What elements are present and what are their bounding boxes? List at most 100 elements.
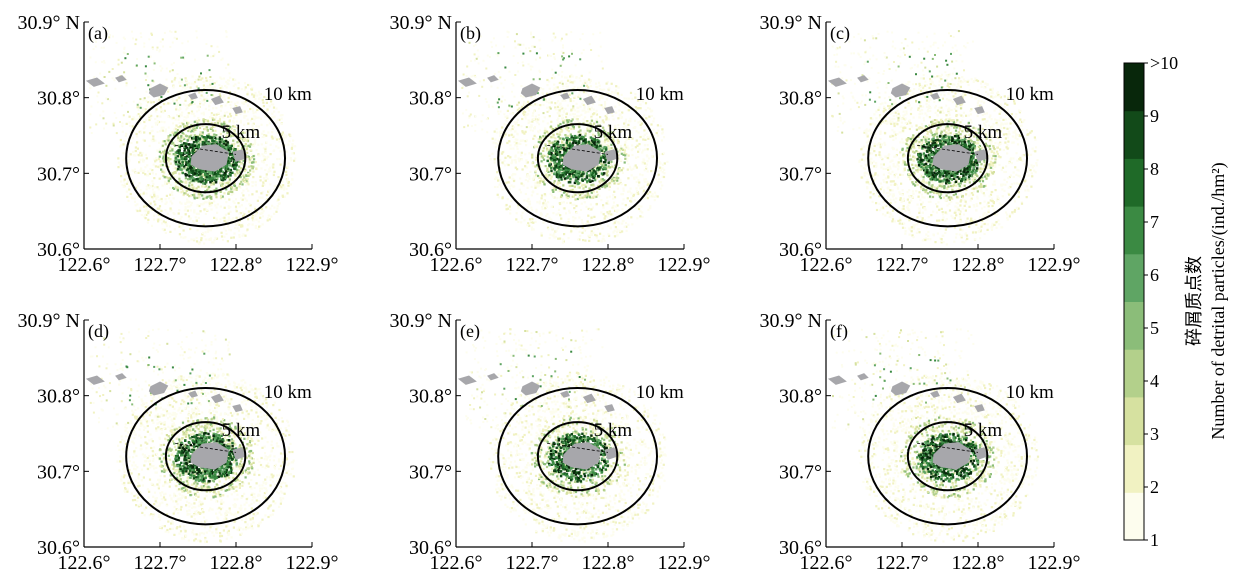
colorbar-tick-label-0: 1 — [1150, 530, 1159, 550]
x-tick-label-f-1: 122.7° — [876, 552, 929, 574]
island-c-5 — [930, 92, 940, 100]
colorbar-swatch-6 — [1124, 206, 1144, 255]
island-c-4 — [974, 106, 985, 115]
x-tick-label-a-2: 122.8° — [210, 254, 263, 276]
panel-label-c: (c) — [830, 23, 850, 44]
colorbar-subtitle: Number of detrital particles/(ind./hm²) — [1208, 162, 1229, 439]
x-tick-label-b-0: 122.6° — [430, 254, 483, 276]
island-b-6 — [562, 144, 601, 172]
boundary-line-a — [175, 144, 237, 155]
ring-10km-c — [867, 89, 1029, 228]
ring-10km-a — [125, 89, 287, 228]
island-d-4 — [232, 404, 243, 413]
island-d-6 — [190, 442, 229, 470]
ring-label-5km-a: 5 km — [222, 122, 261, 143]
y-tick-label-c-0: 30.6° — [779, 239, 822, 261]
detrital-particles-f — [831, 328, 1040, 543]
y-tick-label-e-3: 30.9° N — [390, 310, 452, 332]
y-tick-label-e-0: 30.6° — [409, 537, 452, 559]
y-tick-label-e-2: 30.8° — [409, 386, 452, 408]
panel-label-b: (b) — [460, 23, 481, 44]
island-f-2 — [857, 373, 869, 381]
colorbar-swatch-2 — [1124, 396, 1144, 446]
x-tick-label-a-1: 122.7° — [134, 254, 187, 276]
island-c-0 — [890, 83, 911, 98]
colorbar-title: 碎屑质点数 — [1184, 256, 1204, 346]
island-d-5 — [188, 390, 198, 398]
y-tick-label-d-3: 30.9° N — [18, 310, 80, 332]
colorbar-frame — [1123, 62, 1145, 541]
x-tick-label-d-2: 122.8° — [210, 552, 263, 574]
colorbar-swatch-3 — [1124, 349, 1144, 398]
island-b-5 — [560, 92, 570, 100]
island-b-3 — [582, 95, 596, 106]
island-d-0 — [148, 381, 169, 396]
detrital-particles-c — [831, 30, 1039, 246]
y-tick-label-b-0: 30.6° — [409, 239, 452, 261]
ring-5km-c — [906, 123, 989, 194]
island-a-2 — [115, 75, 127, 83]
ring-5km-e — [536, 421, 619, 492]
y-tick-label-c-1: 30.7° — [779, 163, 822, 185]
detrital-particles-e — [463, 328, 667, 543]
panel-label-f: (f) — [830, 321, 848, 342]
colorbar: 1 2 3 4 5 6 7 8 9 >10 碎屑质点数 Number of detrital part… — [1123, 53, 1229, 550]
ring-5km-f — [906, 421, 989, 492]
boundary-line-d — [175, 442, 237, 453]
island-c-6 — [932, 144, 971, 172]
y-tick-label-f-1: 30.7° — [779, 461, 822, 483]
island-c-1 — [827, 77, 847, 87]
colorbar-tick-label-8: 9 — [1150, 106, 1159, 126]
boundary-line-e — [547, 442, 609, 453]
ring-10km-e — [497, 387, 659, 526]
ring-5km-b — [536, 123, 619, 194]
detrital-particles-a — [89, 30, 297, 245]
colorbar-tick-label-2: 3 — [1150, 424, 1159, 444]
island-f-3 — [952, 393, 966, 404]
island-b-2 — [487, 75, 499, 83]
ring-label-5km-e: 5 km — [594, 420, 633, 441]
y-tick-label-f-2: 30.8° — [779, 386, 822, 408]
ring-10km-b — [497, 89, 659, 228]
island-e-5 — [560, 390, 570, 398]
colorbar-tick-label-3: 4 — [1150, 371, 1159, 391]
boundary-line-f — [917, 442, 979, 453]
land-f — [827, 373, 988, 470]
island-e-0 — [520, 381, 541, 396]
x-tick-label-d-3: 122.9° — [286, 552, 339, 574]
y-tick-label-d-0: 30.6° — [37, 537, 80, 559]
x-tick-label-a-3: 122.9° — [286, 254, 339, 276]
ring-5km-d — [164, 421, 247, 492]
x-tick-label-e-3: 122.9° — [658, 552, 711, 574]
ring-label-5km-d: 5 km — [222, 420, 261, 441]
x-tick-label-e-2: 122.8° — [582, 552, 635, 574]
island-e-2 — [487, 373, 499, 381]
x-tick-label-b-1: 122.7° — [506, 254, 559, 276]
x-tick-label-e-0: 122.6° — [430, 552, 483, 574]
x-tick-label-c-2: 122.8° — [952, 254, 1005, 276]
island-a-1 — [85, 77, 105, 87]
island-d-3 — [210, 393, 224, 404]
y-tick-label-b-1: 30.7° — [409, 163, 452, 185]
ring-label-5km-f: 5 km — [964, 420, 1003, 441]
ring-10km-f — [867, 387, 1029, 526]
island-b-1 — [457, 77, 477, 87]
x-tick-label-c-1: 122.7° — [876, 254, 929, 276]
land-c — [827, 75, 988, 172]
y-tick-label-b-2: 30.8° — [409, 88, 452, 110]
island-b-4 — [604, 106, 615, 115]
island-a-4 — [232, 106, 243, 115]
colorbar-swatch-0 — [1124, 492, 1144, 541]
panel-label-a: (a) — [88, 23, 108, 44]
x-tick-label-b-2: 122.8° — [582, 254, 635, 276]
colorbar-swatch-4 — [1124, 301, 1144, 350]
colorbar-tick-label-7: 8 — [1150, 159, 1159, 179]
colorbar-swatch-5 — [1124, 253, 1144, 302]
colorbar-tick-label-4: 5 — [1150, 318, 1159, 338]
land-a — [85, 75, 246, 172]
island-f-6 — [932, 442, 971, 470]
